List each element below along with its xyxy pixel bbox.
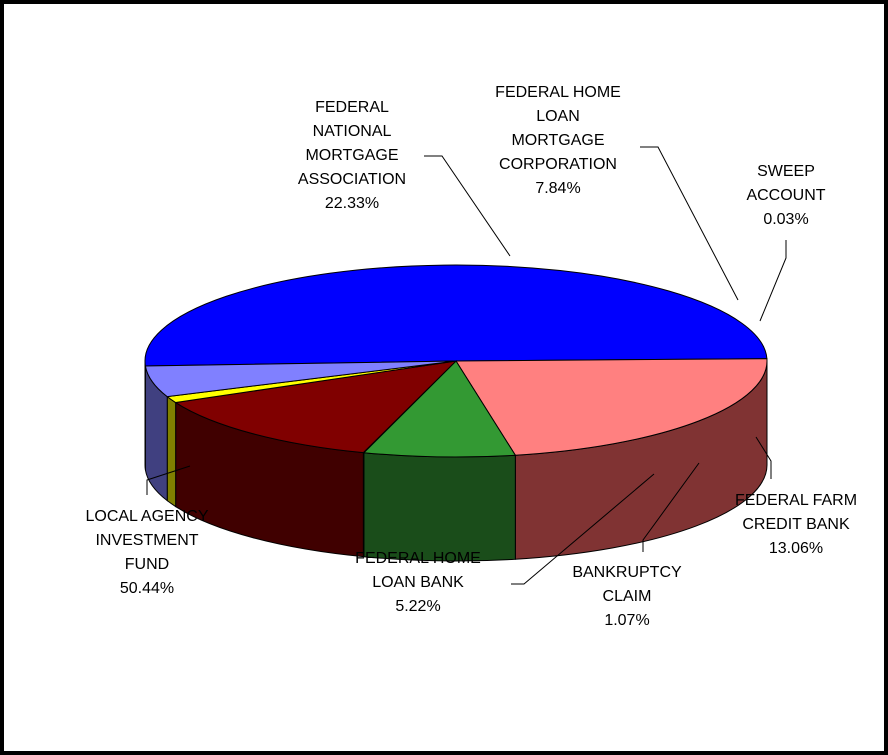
slice-label-3: SWEEP ACCOUNT 0.03% [746, 163, 825, 228]
pie-side-2 [363, 452, 516, 562]
slice-label-6: FEDERAL HOME LOAN BANK 5.22% [355, 550, 481, 615]
slice-label-4: FEDERAL FARM CREDIT BANK 13.06% [735, 492, 857, 557]
slice-label-line-5-0: BANKRUPTCY [572, 564, 682, 581]
pie-slice-4 [174, 360, 458, 454]
slice-label-line-1-2: MORTGAGE [305, 147, 398, 164]
slice-label-line-2-0: FEDERAL HOME [495, 84, 621, 101]
slice-label-2: FEDERAL HOME LOAN MORTGAGE CORPORATION 7.84% [495, 84, 621, 197]
slice-percent-3: 0.03% [763, 211, 808, 228]
slice-label-line-5-1: CLAIM [603, 588, 652, 605]
pie-slice-6 [144, 360, 457, 398]
leader-line-1 [424, 155, 511, 257]
leader-line-5 [642, 462, 700, 552]
leader-lines [146, 146, 787, 585]
leader-line-0 [146, 465, 191, 495]
pie-sides [144, 360, 768, 562]
slice-percent-2: 7.84% [535, 180, 580, 197]
slice-percent-1: 22.33% [325, 195, 379, 212]
slice-label-line-6-0: FEDERAL HOME [355, 550, 481, 567]
slice-label-line-1-0: FEDERAL [315, 99, 389, 116]
slice-label-line-4-0: FEDERAL FARM [735, 492, 857, 509]
slice-label-line-1-1: NATIONAL [313, 123, 392, 140]
leader-line-2 [640, 146, 739, 301]
slice-percent-0: 50.44% [120, 580, 174, 597]
slice-label-line-6-1: LOAN BANK [372, 574, 464, 591]
pie-tops [144, 264, 768, 458]
slice-label-5: BANKRUPTCY CLAIM 1.07% [572, 564, 682, 629]
slice-label-line-2-3: CORPORATION [499, 156, 617, 173]
slice-label-line-2-1: LOAN [536, 108, 580, 125]
slice-label-0: LOCAL AGENCY INVESTMENT FUND 50.44% [85, 508, 208, 597]
slice-label-line-3-1: ACCOUNT [746, 187, 825, 204]
slice-label-line-4-1: CREDIT BANK [742, 516, 850, 533]
slice-label-line-2-2: MORTGAGE [511, 132, 604, 149]
pie-slice-2 [362, 360, 517, 458]
slice-labels: LOCAL AGENCY INVESTMENT FUND 50.44% FEDERAL N… [85, 84, 857, 629]
slice-label-line-0-2: FUND [125, 556, 169, 573]
pie-slice-1 [455, 358, 768, 456]
slice-percent-6: 5.22% [395, 598, 440, 615]
leader-line-4 [755, 436, 772, 479]
slice-percent-5: 1.07% [604, 612, 649, 629]
slice-label-line-1-3: ASSOCIATION [298, 171, 406, 188]
slice-label-line-0-0: LOCAL AGENCY [85, 508, 208, 525]
pie-slice-0 [144, 264, 768, 367]
slice-label-line-3-0: SWEEP [757, 163, 815, 180]
pie-side-5 [166, 395, 177, 508]
slice-label-line-0-1: INVESTMENT [95, 532, 198, 549]
leader-line-3 [759, 240, 787, 322]
slice-percent-4: 13.06% [769, 540, 823, 557]
leader-line-6 [511, 473, 655, 585]
slice-label-1: FEDERAL NATIONAL MORTGAGE ASSOCIATION 22.33% [298, 99, 406, 212]
